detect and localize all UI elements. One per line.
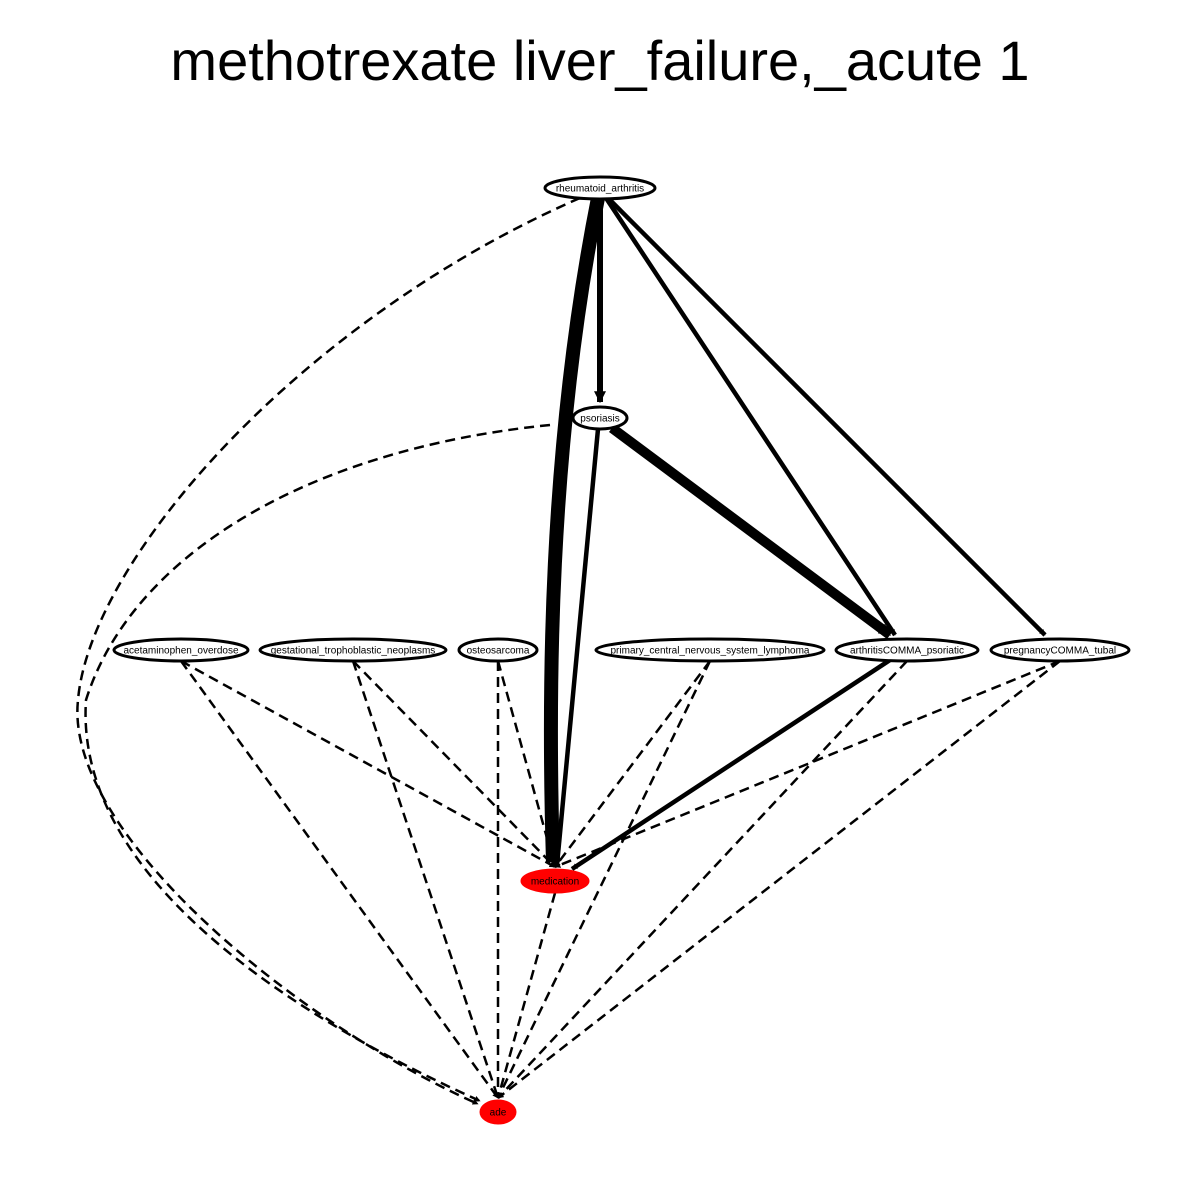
- edge-psoriasis-to-ade: [84, 423, 551, 1103]
- edge-medication-to-ade: [496, 892, 557, 1099]
- node-shape-pregnancyCOMMA_tubal: [989, 637, 1131, 663]
- node-shape-primary_central_nervous_system_lymphoma: [594, 637, 826, 663]
- node-shape-acetaminophen_overdose: [112, 637, 250, 663]
- edge-arthritisCOMMA_psoriatic-to-ade: [497, 660, 908, 1099]
- node-shape-gestational_trophoblastic_neoplasms: [258, 637, 448, 663]
- edge-rheumatoid_arthritis-to-pregnancyCOMMA_tubal: [606, 196, 1047, 637]
- edge-rheumatoid_arthritis-to-medication: [543, 196, 605, 864]
- edge-pregnancyCOMMA_tubal-to-ade: [497, 660, 1061, 1099]
- node-label-pregnancyCOMMA_tubal: pregnancyCOMMA_tubal: [1004, 646, 1116, 657]
- edge-acetaminophen_overdose-to-medication: [180, 659, 556, 869]
- edge-osteosarcoma-to-medication: [496, 660, 557, 868]
- node-label-gestational_trophoblastic_neoplasms: gestational_trophoblastic_neoplasms: [271, 646, 436, 657]
- node-shape-arthritisCOMMA_psoriatic: [834, 637, 980, 663]
- node-medication: medication: [520, 868, 590, 894]
- node-acetaminophen_overdose: acetaminophen_overdose: [112, 637, 250, 663]
- node-label-primary_central_nervous_system_lymphoma: primary_central_nervous_system_lymphoma: [611, 646, 810, 657]
- node-label-acetaminophen_overdose: acetaminophen_overdose: [123, 646, 239, 657]
- edge-primary_central_nervous_system_lymphoma-to-medication: [554, 660, 711, 868]
- edge-psoriasis-to-medication: [554, 428, 601, 866]
- edge-acetaminophen_overdose-to-ade: [179, 660, 500, 1099]
- node-rheumatoid_arthritis: rheumatoid_arthritis: [543, 175, 657, 201]
- node-label-psoriasis: psoriasis: [580, 414, 619, 425]
- node-gestational_trophoblastic_neoplasms: gestational_trophoblastic_neoplasms: [258, 637, 448, 663]
- node-osteosarcoma: osteosarcoma: [457, 637, 539, 663]
- edge-arthritisCOMMA_psoriatic-to-medication: [570, 658, 892, 871]
- node-label-ade: ade: [490, 1108, 507, 1119]
- node-shape-ade: [479, 1099, 517, 1125]
- edge-gestational_trophoblastic_neoplasms-to-medication: [352, 660, 556, 868]
- node-label-rheumatoid_arthritis: rheumatoid_arthritis: [556, 184, 644, 195]
- edges-layer: [76, 196, 1061, 1106]
- node-label-arthritisCOMMA_psoriatic: arthritisCOMMA_psoriatic: [850, 646, 964, 657]
- node-ade: ade: [479, 1099, 517, 1125]
- node-shape-psoriasis: [571, 405, 629, 431]
- edge-pregnancyCOMMA_tubal-to-medication: [554, 659, 1061, 869]
- node-shape-rheumatoid_arthritis: [543, 175, 657, 201]
- edge-psoriasis-to-arthritisCOMMA_psoriatic: [609, 423, 893, 640]
- node-shape-osteosarcoma: [457, 637, 539, 663]
- node-arthritisCOMMA_psoriatic: arthritisCOMMA_psoriatic: [834, 637, 980, 663]
- node-pregnancyCOMMA_tubal: pregnancyCOMMA_tubal: [989, 637, 1131, 663]
- edge-rheumatoid_arthritis-to-arthritisCOMMA_psoriatic: [604, 196, 897, 637]
- nodes-layer: rheumatoid_arthritis psoriasis acetaminoph…: [112, 175, 1131, 1125]
- node-psoriasis: psoriasis: [571, 405, 629, 431]
- edge-gestational_trophoblastic_neoplasms-to-ade: [351, 660, 500, 1099]
- edge-primary_central_nervous_system_lymphoma-to-ade: [496, 660, 712, 1099]
- graph-title: methotrexate liver_failure,_acute 1: [170, 29, 1030, 92]
- node-label-medication: medication: [531, 877, 579, 888]
- edge-rheumatoid_arthritis-to-ade: [76, 196, 581, 1106]
- node-label-osteosarcoma: osteosarcoma: [467, 646, 530, 657]
- node-primary_central_nervous_system_lymphoma: primary_central_nervous_system_lymphoma: [594, 637, 826, 663]
- node-shape-medication: [520, 868, 590, 894]
